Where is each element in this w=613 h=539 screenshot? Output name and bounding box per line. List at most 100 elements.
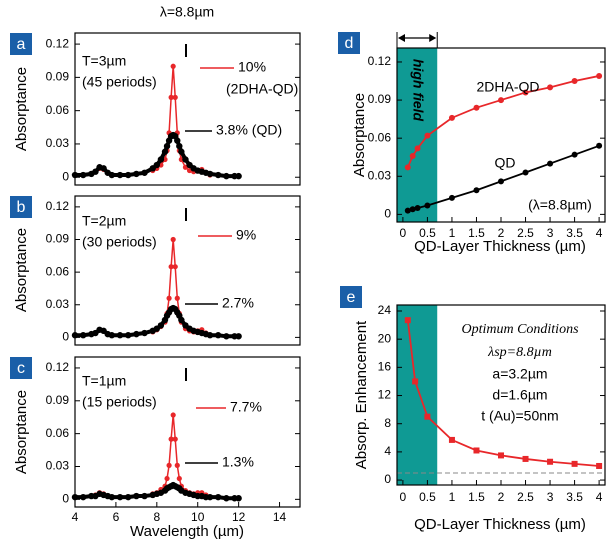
point	[168, 94, 174, 100]
point	[448, 436, 455, 443]
point	[166, 295, 172, 301]
annotation: 3.8% (QD)	[216, 122, 282, 138]
x-tick-label: 14	[273, 510, 287, 524]
highlight-region	[397, 48, 438, 222]
y-tick-label: 0.12	[46, 360, 70, 374]
point	[498, 178, 504, 185]
annotation: (45 periods)	[82, 74, 157, 90]
point	[596, 142, 603, 149]
point	[79, 332, 87, 339]
annotation: t (Au)=50nm	[481, 408, 558, 424]
point	[547, 160, 554, 167]
point	[206, 493, 214, 501]
point	[409, 152, 416, 159]
highlight-region	[397, 305, 438, 485]
x-tick-label: 3	[547, 226, 554, 240]
x-tick-label: 3	[547, 490, 554, 504]
point	[178, 148, 185, 155]
point	[172, 264, 178, 270]
x-tick-label: 1	[449, 226, 456, 240]
annotation: 9%	[236, 227, 256, 243]
x-tick-label: 1.5	[468, 226, 485, 240]
point	[235, 333, 242, 340]
point	[414, 145, 421, 152]
x-axis-label: QD-Layer Thickness (µm)	[414, 516, 586, 533]
x-tick-label: 10	[191, 510, 205, 524]
y-tick-label: 0.09	[46, 232, 70, 246]
point	[404, 317, 411, 324]
point	[424, 413, 431, 420]
point	[174, 137, 181, 144]
point	[235, 172, 242, 180]
point	[170, 236, 176, 243]
y-tick-label: 24	[378, 303, 392, 317]
panel-letter: d	[345, 35, 354, 52]
point	[163, 142, 171, 150]
point	[141, 329, 148, 337]
point	[498, 452, 504, 459]
x-axis-label: QD-Layer Thickness (µm)	[414, 238, 586, 255]
point	[141, 492, 148, 500]
annotation: λsp=8.8µm	[487, 345, 552, 360]
point	[571, 151, 578, 158]
annotation: 1.3%	[222, 454, 254, 470]
x-tick-label: 3.5	[566, 490, 583, 504]
annotation: (2DHA-QD)	[226, 81, 298, 97]
y-tick-label: 0	[62, 169, 69, 183]
x-tick-label: 8	[153, 510, 160, 524]
point	[404, 207, 411, 214]
point	[124, 493, 132, 501]
y-tick-label: 0.09	[46, 70, 70, 84]
figure-title: λ=8.8µm	[160, 4, 214, 20]
point	[157, 322, 165, 329]
plot-frame	[74, 195, 301, 346]
point	[596, 72, 603, 79]
point	[79, 171, 87, 179]
y-tick-label: 0	[62, 492, 69, 506]
point	[223, 333, 230, 340]
y-tick-label: 0.03	[46, 459, 70, 473]
point	[522, 89, 529, 96]
annotation: Optimum Conditions	[461, 322, 579, 337]
x-tick-label: 0.5	[419, 490, 436, 504]
point	[178, 316, 185, 324]
panel: 0 0.03 0.06 0.09 0.12 4 6 8 10 12 14 Absorptance Wav…	[10, 356, 301, 539]
panel: high field 0 0.03 0.06 0.09 0.12 0 0.5 1 1.5 2 2.5 3…	[338, 32, 606, 255]
annotation: (λ=8.8µm)	[528, 197, 592, 213]
point	[176, 142, 183, 150]
point	[168, 436, 174, 442]
point	[108, 332, 116, 339]
y-tick-label: 0.12	[46, 199, 70, 213]
annotation: 10%	[238, 59, 266, 75]
point	[124, 332, 132, 339]
x-tick-label: 3.5	[566, 226, 583, 240]
point	[153, 161, 161, 169]
panel: 0 0.03 0.06 0.09 0.12 Absorptance a T=3µm (45 pe…	[10, 32, 301, 186]
y-tick-label: 0.06	[46, 264, 70, 278]
x-tick-label: 4	[72, 510, 79, 524]
point	[404, 164, 411, 171]
point	[172, 94, 178, 100]
point	[174, 462, 180, 468]
point	[124, 171, 132, 179]
point	[71, 332, 79, 339]
series-label: QD	[495, 155, 516, 171]
point	[473, 187, 480, 194]
y-tick-label: 0.12	[46, 36, 70, 50]
y-tick-label: 0.03	[46, 136, 70, 150]
x-tick-label: 2	[498, 490, 505, 504]
plot-frame	[74, 356, 301, 508]
panel-letter: a	[17, 36, 26, 53]
y-tick-label: 0	[384, 207, 391, 221]
point	[223, 172, 230, 180]
highlight-label: high field	[410, 59, 426, 122]
x-tick-label: 6	[113, 510, 120, 524]
panel-letter: b	[17, 199, 26, 216]
point	[170, 412, 176, 418]
x-tick-label: 2.5	[517, 226, 534, 240]
x-tick-label: 4	[596, 490, 603, 504]
point	[424, 202, 431, 209]
point	[571, 78, 578, 85]
point	[547, 458, 554, 465]
point	[223, 495, 230, 502]
